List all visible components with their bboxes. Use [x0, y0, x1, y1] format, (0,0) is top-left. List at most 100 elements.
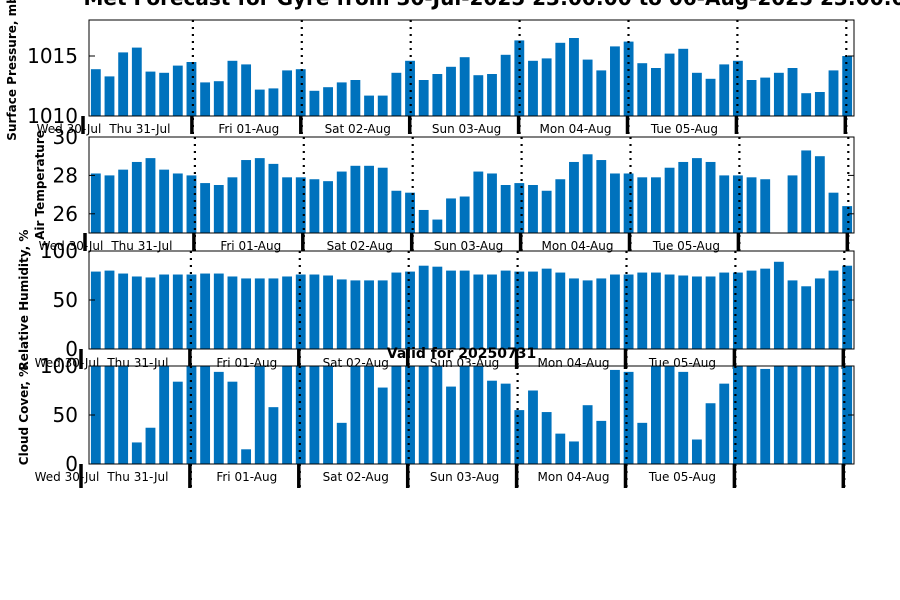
bar: [323, 275, 333, 349]
bar: [623, 41, 634, 116]
bar: [295, 69, 306, 116]
bar: [309, 274, 320, 349]
bar: [213, 185, 224, 233]
bar: [254, 366, 265, 464]
bar: [705, 276, 716, 349]
bar: [678, 48, 689, 116]
bar: [828, 366, 839, 464]
day-label: Tue 05-Aug: [648, 470, 716, 484]
bar: [118, 366, 129, 464]
bar: [814, 92, 825, 116]
bar: [145, 427, 156, 464]
bar: [664, 53, 675, 116]
bar: [842, 265, 853, 349]
bar: [268, 163, 279, 233]
bar: [582, 154, 593, 233]
bar: [200, 273, 211, 349]
bar: [773, 261, 784, 349]
bar: [801, 150, 812, 233]
day-label: Tue 05-Aug: [650, 122, 718, 136]
bar: [746, 177, 757, 233]
day-label: Wed 30-Jul: [37, 122, 102, 136]
bar: [254, 89, 265, 116]
bar: [596, 420, 607, 464]
day-label: Fri 01-Aug: [218, 122, 279, 136]
day-label: Wed 30-Jul: [35, 356, 100, 370]
bar: [459, 196, 470, 233]
bar: [500, 270, 511, 349]
bar: [364, 165, 374, 233]
bar: [842, 206, 853, 233]
day-label: Sat 02-Aug: [327, 239, 393, 253]
bar: [678, 275, 689, 349]
bars-group-0: [90, 38, 853, 116]
bar: [787, 366, 798, 464]
bar: [732, 366, 743, 464]
bar: [90, 366, 101, 464]
bar: [446, 270, 456, 349]
bar: [282, 366, 292, 464]
bar: [377, 95, 388, 116]
bar: [159, 72, 170, 116]
bar: [350, 366, 361, 464]
bar: [555, 42, 566, 116]
bar: [801, 366, 812, 464]
bar: [814, 366, 825, 464]
bar: [487, 173, 497, 233]
bar: [651, 272, 661, 349]
bar: [282, 276, 292, 349]
day-label: Sat 02-Aug: [325, 122, 391, 136]
bar: [104, 366, 115, 464]
bar: [118, 169, 129, 233]
bar: [309, 366, 320, 464]
bar: [541, 268, 552, 349]
bar: [336, 279, 347, 349]
bar: [610, 274, 620, 349]
bar: [336, 422, 347, 464]
bar: [555, 272, 566, 349]
panel-title: Valid for 20250731: [387, 346, 536, 362]
bar: [186, 62, 197, 116]
y-tick-label: 100: [40, 239, 78, 263]
axis-frame: [88, 19, 855, 117]
bar: [282, 177, 292, 233]
bar: [295, 274, 306, 349]
bar: [418, 80, 429, 116]
bar: [582, 280, 593, 349]
y-axis-label: Air Temperature: [33, 130, 47, 240]
bar: [842, 56, 853, 116]
bar: [691, 276, 702, 349]
bar: [582, 405, 593, 464]
bar: [172, 381, 183, 464]
bar: [391, 366, 402, 464]
bar: [528, 185, 538, 233]
bar: [213, 371, 224, 464]
day-label: Thu 31-Jul: [108, 122, 170, 136]
bar: [528, 390, 538, 464]
day-label: Wed 30-Jul: [35, 470, 100, 484]
bar: [227, 60, 238, 116]
bar: [459, 57, 470, 116]
bar: [309, 90, 320, 116]
bar: [664, 366, 675, 464]
bars-group-2: [90, 261, 853, 349]
bar: [391, 72, 402, 116]
bar: [172, 173, 183, 233]
bar: [282, 70, 292, 116]
bar: [254, 278, 265, 349]
y-tick-label: 100: [40, 354, 78, 378]
bar: [227, 381, 238, 464]
day-label: Sun 03-Aug: [434, 239, 503, 253]
bar: [473, 75, 484, 116]
bar: [446, 198, 456, 233]
bar: [664, 274, 675, 349]
bar: [241, 160, 252, 233]
bar: [719, 383, 730, 464]
day-label: Thu 31-Jul: [110, 239, 172, 253]
y-tick-label: 30: [53, 125, 78, 149]
bar: [842, 366, 853, 464]
bar: [651, 68, 661, 116]
bar: [773, 366, 784, 464]
day-label: Mon 04-Aug: [540, 122, 612, 136]
bar: [500, 54, 511, 116]
